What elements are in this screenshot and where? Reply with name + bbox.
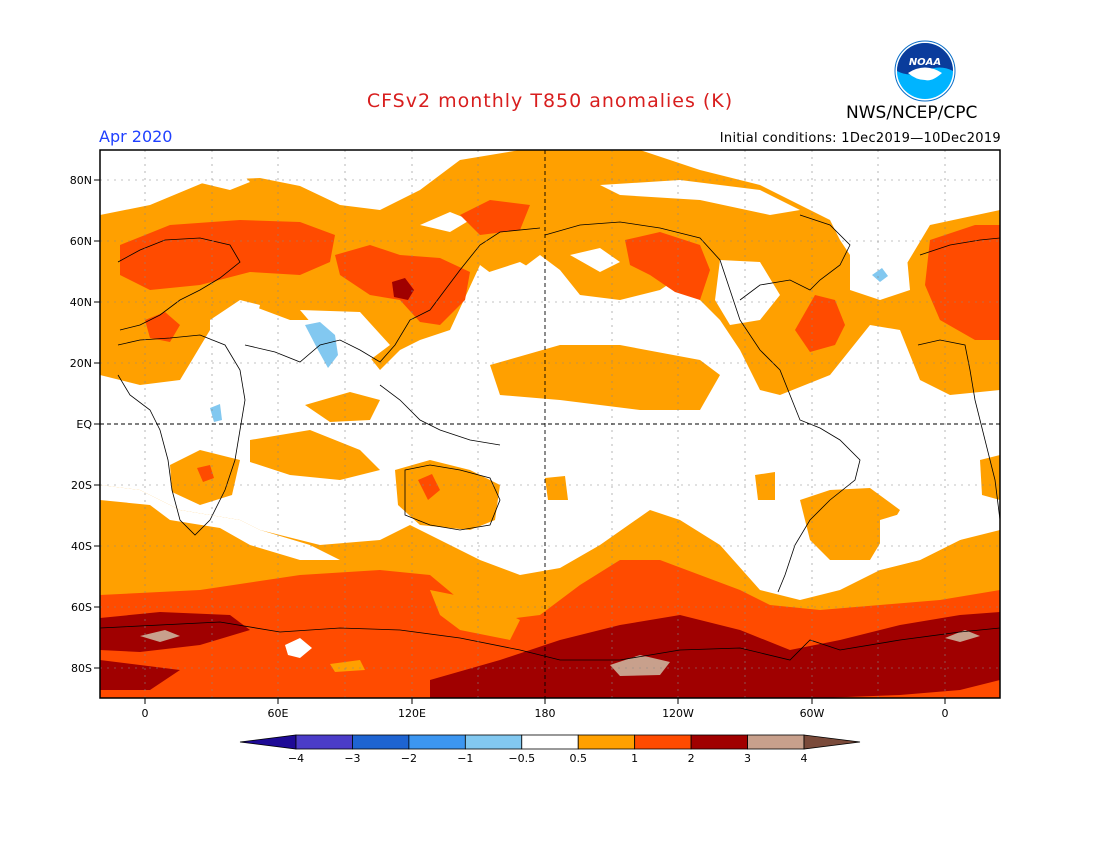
legend-swatch [521,734,579,750]
legend-colorbar: −4 −3 −2 −1 −0.5 0.5 1 2 3 4 [239,734,861,765]
legend-label: 1 [631,752,638,765]
initial-conditions: Initial conditions: 1Dec2019—10Dec2019 [719,131,1001,146]
chart-title: CFSv2 monthly T850 anomalies (K) [366,90,734,112]
lat-label: 80N [70,174,92,187]
lat-label: 20S [71,479,92,492]
legend-label: 2 [688,752,695,765]
anomaly-region-europe-russia [120,220,335,290]
legend-swatch [634,734,692,750]
graticule [100,150,1000,698]
legend-swatch [352,734,410,750]
lat-ticks [94,179,946,704]
legend-swatch [690,734,748,750]
noaa-logo: NOAA [894,40,956,102]
lat-label: EQ [76,418,92,431]
lon-label: 60W [800,707,825,720]
lon-label: 0 [942,707,949,720]
lon-label: 120E [398,707,426,720]
lon-label: 60E [268,707,289,720]
legend-label: −3 [344,752,360,765]
legend-swatch [803,734,861,750]
legend-label: −2 [401,752,417,765]
map-plot-area [100,150,1000,698]
legend-swatch [747,734,805,750]
lon-label: 180 [535,707,556,720]
logo-text: NOAA [909,57,941,68]
legend-label: 0.5 [569,752,587,765]
legend-swatch [408,734,466,750]
lat-label: 60N [70,235,92,248]
lat-label: 40N [70,296,92,309]
legend-label: 4 [801,752,808,765]
legend-label: −4 [288,752,304,765]
legend-label: −0.5 [508,752,535,765]
lon-label: 120W [662,707,694,720]
lat-label: 60S [71,601,92,614]
lat-label: 80S [71,662,92,675]
forecast-month: Apr 2020 [99,127,173,146]
legend-label: 3 [744,752,751,765]
legend-swatch [239,734,297,750]
lat-label: 20N [70,357,92,370]
legend-swatch [464,734,523,750]
legend-label: −1 [457,752,473,765]
legend-swatch [295,734,353,750]
lon-label: 0 [142,707,149,720]
agency-label: NWS/NCEP/CPC [846,103,978,123]
lat-label: 40S [71,540,92,553]
legend-swatch [577,734,636,750]
coastlines [100,214,1000,661]
